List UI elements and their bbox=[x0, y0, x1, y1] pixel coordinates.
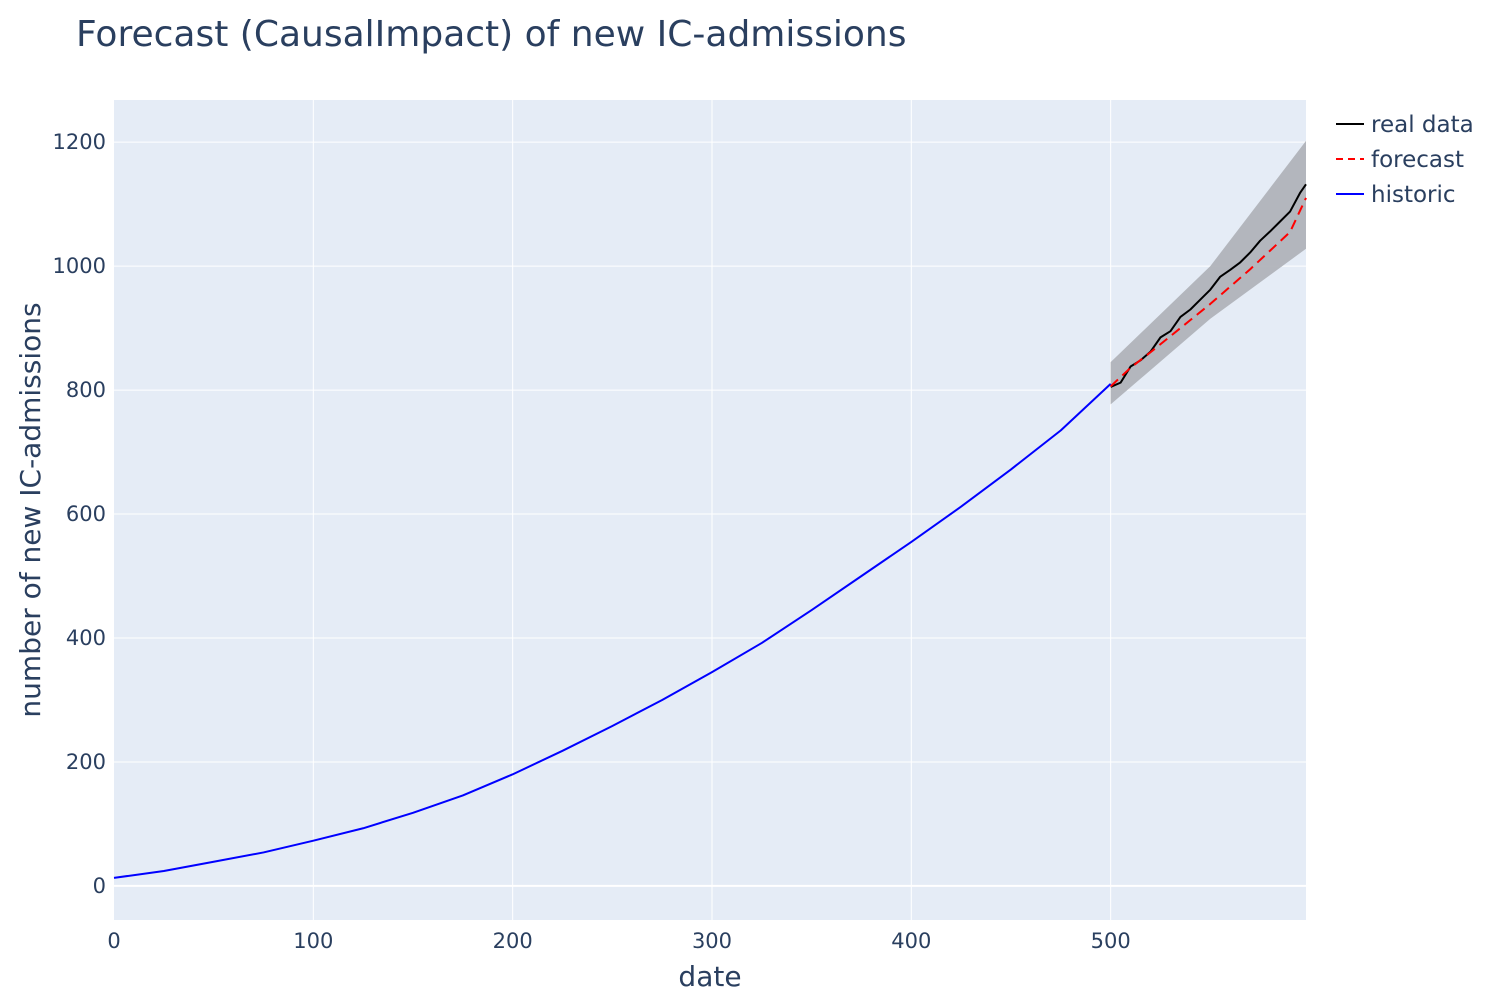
x-tick-label: 100 bbox=[293, 929, 333, 953]
y-tick-label: 800 bbox=[66, 378, 106, 402]
y-tick-label: 200 bbox=[66, 750, 106, 774]
y-tick-label: 1200 bbox=[53, 130, 106, 154]
chart-title: Forecast (CausalImpact) of new IC-admiss… bbox=[76, 14, 907, 55]
series-line-historic bbox=[113, 383, 1112, 879]
x-axis-title: date bbox=[678, 960, 741, 993]
legend: real data forecast historic bbox=[1336, 112, 1474, 208]
x-tick-label: 500 bbox=[1091, 929, 1131, 953]
legend-label: forecast bbox=[1371, 147, 1464, 173]
series-line-real-data bbox=[1110, 183, 1307, 388]
x-tick-label: 300 bbox=[692, 929, 732, 953]
y-axis-title: number of new IC-admissions bbox=[14, 302, 47, 717]
gridlines bbox=[114, 100, 1306, 920]
y-tick-label: 600 bbox=[66, 502, 106, 526]
y-tick-labels: 0 200 400 600 800 1000 1200 bbox=[53, 130, 106, 898]
legend-label: historic bbox=[1371, 182, 1456, 208]
y-tick-label: 1000 bbox=[53, 254, 106, 278]
plot-area bbox=[114, 100, 1306, 920]
y-tick-label: 400 bbox=[66, 626, 106, 650]
legend-label: real data bbox=[1371, 112, 1474, 138]
y-tick-label: 0 bbox=[93, 874, 106, 898]
x-tick-label: 200 bbox=[493, 929, 533, 953]
x-tick-label: 400 bbox=[891, 929, 931, 953]
series-lines bbox=[113, 183, 1307, 879]
x-tick-label: 0 bbox=[107, 929, 120, 953]
x-tick-labels: 0 100 200 300 400 500 bbox=[107, 929, 1130, 953]
series-line-forecast bbox=[1109, 197, 1307, 388]
